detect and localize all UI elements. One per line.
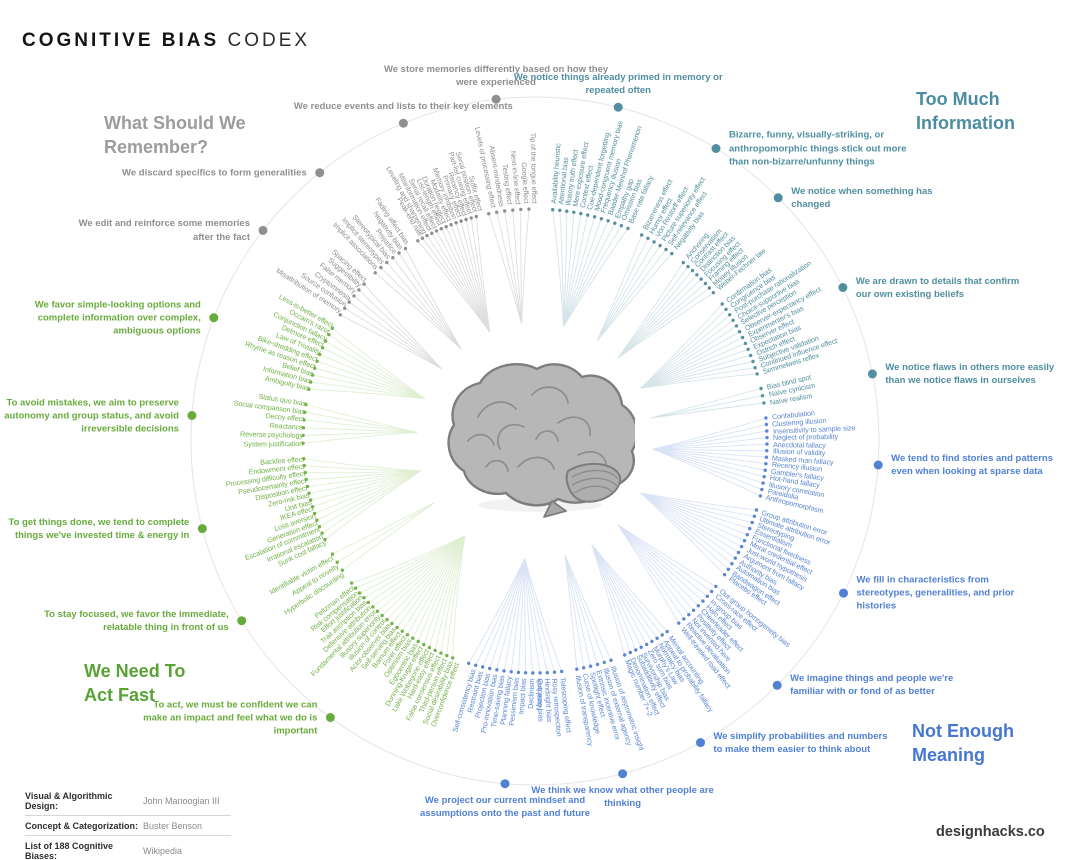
credit-label: Visual & Algorithmic Design: <box>25 791 113 811</box>
category-annotation: We edit and reinforce some memories afte… <box>78 218 250 243</box>
page-title: COGNITIVE BIAS CODEX <box>22 30 310 52</box>
quadrant-header-act-fast: We Need To Act Fast <box>84 661 186 705</box>
title-secondary: CODEX <box>227 30 311 51</box>
credit-value: John Manoogian III <box>143 796 220 806</box>
category-annotation: We imagine things and people we're famil… <box>790 673 954 698</box>
category-annotation: We project our current mindset and assum… <box>420 794 590 819</box>
category-annotation: We tend to find stories and patterns eve… <box>891 452 1054 477</box>
credits-table: Visual & Algorithmic Design: John Manoogi… <box>25 786 231 860</box>
quadrant-header-not-enough-meaning: Not Enough Meaning <box>912 721 1014 765</box>
credit-row: Concept & Categorization: Buster Benson <box>25 816 231 836</box>
category-annotation: We simplify probabilities and numbers to… <box>713 730 888 755</box>
credit-label: Concept & Categorization: <box>25 821 139 831</box>
credit-value: Wikipedia <box>143 846 183 856</box>
category-annotation: We fill in characteristics from stereoty… <box>856 574 1015 612</box>
category-annotation: We notice when something has changed <box>791 185 933 210</box>
category-annotation: We favor simple-looking options and comp… <box>34 299 201 337</box>
category-annotation: We reduce events and lists to their key … <box>293 101 513 113</box>
credit-row: Visual & Algorithmic Design: John Manoogi… <box>25 786 231 816</box>
brand-link: designhacks.co <box>936 824 1045 840</box>
category-annotation: To stay focused, we favor the immediate,… <box>44 608 229 633</box>
brain-illustration <box>447 362 635 518</box>
category-annotation: We notice flaws in others more easily th… <box>885 361 1055 386</box>
quadrant-header-too-much-information: Too Much Information <box>916 89 1015 133</box>
title-primary: COGNITIVE BIAS <box>22 30 220 51</box>
category-annotation: We discard specifics to form generalitie… <box>122 167 307 179</box>
credit-label: List of 188 Cognitive Biases: <box>25 841 114 860</box>
category-annotation: We are drawn to details that confirm our… <box>855 275 1020 300</box>
credit-value: Buster Benson <box>143 821 203 831</box>
category-annotation: To act, we must be confident we can make… <box>143 698 318 737</box>
category-annotation: To get things done, we tend to complete … <box>8 516 190 541</box>
category-annotation: To avoid mistakes, we aim to preserve au… <box>4 396 179 435</box>
category-annotation: We think we know what other people are t… <box>531 784 714 809</box>
category-annotation: Bizarre, funny, visually-striking, or an… <box>729 129 907 168</box>
category-annotation: We notice things already primed in memor… <box>513 72 723 97</box>
credit-row: List of 188 Cognitive Biases: Wikipedia <box>25 836 231 860</box>
quadrant-header-remember: What Should We Remember? <box>104 113 246 157</box>
category-annotation: We store memories differently based on h… <box>383 64 609 89</box>
